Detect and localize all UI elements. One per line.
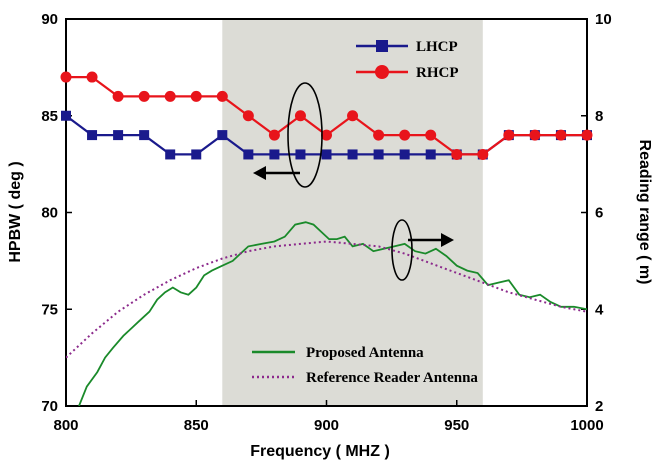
point-rhcp [190, 90, 202, 102]
legend-label-rhcp: RHCP [416, 65, 459, 81]
point-rhcp [529, 129, 541, 141]
axis-ticks: 800 850 900 950 1000 70 75 80 85 90 2 4 6 8 10 [41, 11, 611, 434]
y-right-tick-label: 10 [595, 11, 612, 28]
x-tick-label: 850 [184, 417, 209, 434]
y-right-tick-label: 2 [595, 398, 603, 415]
legend-top: LHCP RHCP [356, 39, 459, 81]
y-left-tick-label: 80 [41, 205, 58, 222]
point-rhcp [112, 90, 124, 102]
legend-label-reference: Reference Reader Antenna [306, 370, 478, 386]
x-tick-label: 900 [314, 417, 339, 434]
legend-marker-rhcp [375, 65, 389, 79]
legend-bottom: Proposed Antenna Reference Reader Antenn… [252, 345, 478, 386]
point-rhcp [242, 110, 254, 122]
point-rhcp [425, 129, 437, 141]
point-rhcp [86, 71, 98, 83]
y-axis-left-title: HPBW ( deg ) [7, 161, 24, 262]
x-tick-label: 1000 [570, 417, 603, 434]
point-lhcp [373, 149, 384, 160]
point-rhcp [321, 129, 332, 141]
point-lhcp [399, 149, 410, 160]
y-left-tick-label: 70 [41, 398, 58, 415]
y-left-tick-label: 75 [41, 301, 58, 318]
y-right-tick-label: 8 [595, 108, 603, 125]
point-rhcp [216, 90, 228, 102]
point-lhcp [269, 149, 280, 160]
y-axis-right-title: Reading range ( m) [636, 140, 652, 285]
point-rhcp [503, 129, 515, 141]
x-axis-title: Frequency ( MHZ ) [250, 443, 390, 460]
point-rhcp [347, 110, 359, 122]
point-lhcp [321, 149, 332, 160]
point-lhcp [347, 149, 358, 160]
y-right-tick-label: 4 [595, 301, 604, 318]
legend-label-proposed: Proposed Antenna [306, 345, 424, 361]
point-lhcp [165, 149, 176, 160]
point-lhcp [243, 149, 254, 160]
y-left-tick-label: 85 [41, 108, 58, 125]
point-rhcp [373, 129, 385, 141]
x-tick-label: 950 [444, 417, 469, 434]
shaded-band [222, 19, 483, 406]
y-right-tick-label: 6 [595, 205, 603, 222]
point-lhcp [61, 110, 71, 121]
point-lhcp [217, 130, 228, 141]
series-line-reference-reader-antenna [66, 240, 587, 359]
point-rhcp [294, 110, 306, 122]
point-lhcp [139, 130, 150, 141]
left-rotation-arrow-icon [253, 82, 323, 188]
point-rhcp [477, 148, 489, 160]
legend-label-lhcp: LHCP [416, 39, 458, 55]
point-rhcp [555, 129, 567, 141]
point-rhcp [581, 129, 593, 141]
point-lhcp [113, 130, 124, 141]
point-rhcp [138, 90, 150, 102]
legend-marker-lhcp [376, 40, 388, 52]
series-line-proposed-antenna [78, 221, 587, 406]
point-rhcp [451, 148, 463, 160]
point-lhcp [425, 149, 436, 160]
x-tick-label: 800 [53, 417, 78, 434]
point-lhcp [87, 130, 98, 141]
y-left-tick-label: 90 [41, 11, 58, 28]
point-rhcp [399, 129, 411, 141]
point-rhcp [60, 71, 72, 83]
point-rhcp [164, 90, 176, 102]
right-rotation-arrow-icon [391, 219, 454, 281]
series-layer [60, 71, 593, 406]
point-lhcp [295, 149, 306, 160]
point-lhcp [191, 149, 202, 160]
point-rhcp [268, 129, 280, 141]
